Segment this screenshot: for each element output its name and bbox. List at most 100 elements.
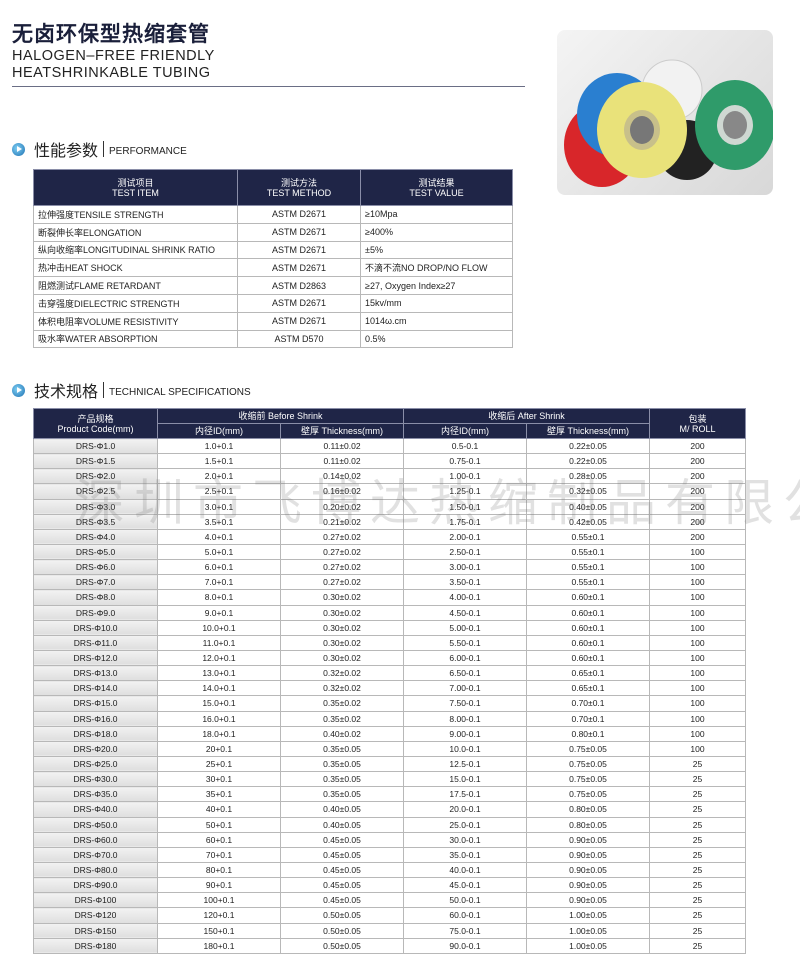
table-row: DRS-Φ8.0 8.0+0.1 0.30±0.02 4.00-0.1 0.60±0.1… xyxy=(33,589,746,606)
table-cell: 纵向收缩率LONGITUDINAL SHRINK RATIO xyxy=(33,240,238,260)
table-cell: 不滴不流NO DROP/NO FLOW xyxy=(360,258,513,278)
table-cell: ASTM D2671 xyxy=(237,258,361,278)
table-cell: 70+0.1 xyxy=(157,846,281,863)
table-row: DRS-Φ80.0 80+0.1 0.45±0.05 40.0-0.1 0.90±0.0… xyxy=(33,861,746,879)
table-row: DRS-Φ4.0 4.0+0.1 0.27±0.02 2.00-0.1 0.55±0.1… xyxy=(33,528,746,545)
table-cell: 0.35±0.05 xyxy=(280,771,404,788)
table-cell: ASTM D2671 xyxy=(237,293,361,313)
table-cell: 0.40±0.05 xyxy=(280,816,404,833)
table-cell: 9.00-0.1 xyxy=(403,725,527,742)
table-cell: 7.0+0.1 xyxy=(157,574,281,591)
table-cell: 100 xyxy=(649,634,746,651)
table-cell: 6.0+0.1 xyxy=(157,559,281,576)
table-cell: 0.60±0.1 xyxy=(526,589,650,606)
table-row: 体积电阻率VOLUME RESISTIVITY ASTM D2671 1014ω.c… xyxy=(33,311,513,331)
table-row: DRS-Φ3.0 3.0+0.1 0.20±0.02 1.50-0.1 0.40±0.0… xyxy=(33,498,746,515)
table-cell: 0.55±0.1 xyxy=(526,574,650,591)
table-cell: 50.0-0.1 xyxy=(403,892,527,909)
table-cell: 0.90±0.05 xyxy=(526,831,650,848)
table-cell: 25 xyxy=(649,877,746,894)
col-before-thickness: 壁厚 Thickness(mm) xyxy=(280,423,404,439)
table-cell: DRS-Φ180 xyxy=(33,937,158,954)
table-cell: 100 xyxy=(649,559,746,576)
table-cell: ASTM D570 xyxy=(237,329,361,349)
table-cell: 100 xyxy=(649,725,746,742)
table-cell: DRS-Φ2.0 xyxy=(33,468,158,485)
table-cell: 200 xyxy=(649,437,746,455)
table-cell: 200 xyxy=(649,513,746,530)
table-cell: 7.50-0.1 xyxy=(403,695,527,712)
table-cell: 0.45±0.05 xyxy=(280,861,404,879)
table-row: DRS-Φ35.0 35+0.1 0.35±0.05 17.5-0.1 0.75±0.0… xyxy=(33,786,746,803)
table-row: 拉伸强度TENSILE STRENGTH ASTM D2671 ≥10Mpa xyxy=(33,205,513,224)
table-row: DRS-Φ100 100+0.1 0.45±0.05 50.0-0.1 0.90±0.0… xyxy=(33,892,746,909)
table-row: DRS-Φ70.0 70+0.1 0.45±0.05 35.0-0.1 0.90±0.0… xyxy=(33,846,746,863)
table-cell: 0.5% xyxy=(360,329,513,349)
table-cell: 17.5-0.1 xyxy=(403,786,527,803)
page-title: 无卤环保型热缩套管 xyxy=(12,22,210,46)
table-cell: 0.90±0.05 xyxy=(526,892,650,909)
table-cell: ≥27, Oxygen Index≥27 xyxy=(360,276,513,295)
table-cell: 6.50-0.1 xyxy=(403,665,527,682)
table-row: DRS-Φ14.0 14.0+0.1 0.32±0.02 7.00-0.1 0.65±0… xyxy=(33,680,746,697)
col-test-value: 测试结果 TEST VALUE xyxy=(360,169,513,206)
table-cell: DRS-Φ90.0 xyxy=(33,877,158,894)
table-cell: 7.00-0.1 xyxy=(403,680,527,697)
table-cell: 热冲击HEAT SHOCK xyxy=(33,258,238,278)
table-row: DRS-Φ60.0 60+0.1 0.45±0.05 30.0-0.1 0.90±0.0… xyxy=(33,831,746,848)
table-cell: 100 xyxy=(649,604,746,621)
group-before-shrink: 收缩前 Before Shrink xyxy=(157,408,404,424)
table-cell: 0.30±0.02 xyxy=(280,604,404,621)
table-cell: 1.25-0.1 xyxy=(403,483,527,500)
table-cell: 200 xyxy=(649,453,746,470)
col-after-id: 内径ID(mm) xyxy=(403,423,527,439)
table-cell: 2.50-0.1 xyxy=(403,543,527,561)
table-cell: 0.75±0.05 xyxy=(526,740,650,757)
table-cell: DRS-Φ5.0 xyxy=(33,543,158,561)
table-row: 纵向收缩率LONGITUDINAL SHRINK RATIO ASTM D2671… xyxy=(33,240,513,260)
table-cell: 0.75±0.05 xyxy=(526,771,650,788)
table-cell: 0.27±0.02 xyxy=(280,574,404,591)
table-cell: 100 xyxy=(649,740,746,757)
divider xyxy=(103,141,105,157)
tubing-rolls-illustration xyxy=(564,59,773,187)
table-row: DRS-Φ20.0 20+0.1 0.35±0.05 10.0-0.1 0.75±0.0… xyxy=(33,740,746,757)
table-cell: 1.50-0.1 xyxy=(403,498,527,515)
table-cell: 25 xyxy=(649,846,746,863)
table-cell: 200 xyxy=(649,468,746,485)
table-cell: 0.45±0.05 xyxy=(280,877,404,894)
table-cell: 80+0.1 xyxy=(157,861,281,879)
table-cell: 1.0+0.1 xyxy=(157,437,281,455)
table-cell: 0.65±0.1 xyxy=(526,665,650,682)
table-cell: DRS-Φ1.5 xyxy=(33,453,158,470)
table-cell: 0.30±0.02 xyxy=(280,619,404,636)
table-cell: 20.0-0.1 xyxy=(403,801,527,818)
table-cell: 35.0-0.1 xyxy=(403,846,527,863)
table-row: DRS-Φ10.0 10.0+0.1 0.30±0.02 5.00-0.1 0.60±0… xyxy=(33,619,746,636)
heading-en: TECHNICAL SPECIFICATIONS xyxy=(109,386,251,398)
table-row: DRS-Φ150 150+0.1 0.50±0.05 75.0-0.1 1.00±0.0… xyxy=(33,922,746,939)
col-test-method: 测试方法 TEST METHOD xyxy=(237,169,361,206)
table-row: DRS-Φ16.0 16.0+0.1 0.35±0.02 8.00-0.1 0.70±0… xyxy=(33,710,746,727)
table-cell: 100 xyxy=(649,619,746,636)
heading-cn: 性能参数 xyxy=(34,141,99,160)
table-cell: 5.50-0.1 xyxy=(403,634,527,651)
table-row: 热冲击HEAT SHOCK ASTM D2671 不滴不流NO DROP/NO FL… xyxy=(33,258,513,278)
table-cell: DRS-Φ80.0 xyxy=(33,861,158,879)
table-cell: DRS-Φ18.0 xyxy=(33,725,158,742)
table-row: DRS-Φ9.0 9.0+0.1 0.30±0.02 4.50-0.1 0.60±0.1… xyxy=(33,604,746,621)
table-cell: 0.65±0.1 xyxy=(526,680,650,697)
table-cell: 0.35±0.02 xyxy=(280,695,404,712)
table-cell: 6.00-0.1 xyxy=(403,649,527,667)
table-cell: 0.55±0.1 xyxy=(526,559,650,576)
table-row: 阻燃测试FLAME RETARDANT ASTM D2863 ≥27, Oxygen… xyxy=(33,276,513,295)
table-cell: DRS-Φ10.0 xyxy=(33,619,158,636)
table-cell: 180+0.1 xyxy=(157,937,281,954)
arrow-bullet-icon xyxy=(12,383,25,397)
table-cell: 25 xyxy=(649,801,746,818)
table-cell: 0.30±0.02 xyxy=(280,649,404,667)
table-cell: 0.35±0.05 xyxy=(280,786,404,803)
table-cell: 0.50±0.05 xyxy=(280,907,404,924)
table-cell: 0.75-0.1 xyxy=(403,453,527,470)
table-cell: 25 xyxy=(649,816,746,833)
